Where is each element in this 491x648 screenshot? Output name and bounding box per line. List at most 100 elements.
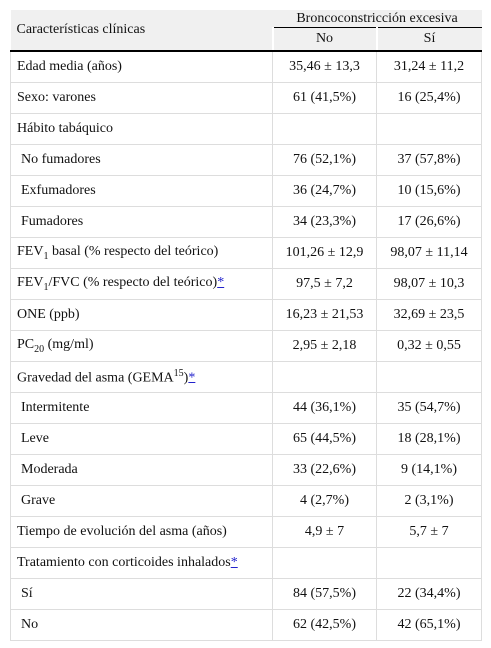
row-label: Moderada: [10, 454, 273, 486]
row-label: No fumadores: [10, 144, 273, 176]
row-label: Gravedad del asma (GEMA15)*: [10, 361, 273, 393]
table-row: Hábito tabáquico: [10, 113, 483, 145]
label-text: FEV: [17, 244, 44, 260]
value-cell: 98,07 ± 10,3: [375, 268, 483, 300]
value-cell: 36 (24,7%): [272, 175, 377, 207]
table-row: Fumadores 34 (23,3%) 17 (26,6%): [10, 206, 483, 238]
label-text: Sí: [21, 586, 33, 601]
value-cell: 65 (44,5%): [272, 423, 377, 455]
label-text: Edad media (años): [17, 59, 122, 74]
row-label: Intermitente: [10, 392, 273, 424]
label-text: Hábito tabáquico: [17, 121, 114, 136]
label-text: Tratamiento con corticoides inhalados: [17, 555, 231, 570]
row-label: Tratamiento con corticoides inhalados*: [10, 547, 273, 579]
value-cell: 2 (3,1%): [375, 485, 483, 517]
label-text: (mg/ml): [44, 337, 94, 353]
value-cell: [375, 113, 483, 145]
value-cell: [272, 547, 377, 579]
value-cell: 34 (23,3%): [272, 206, 377, 238]
value-cell: 33 (22,6%): [272, 454, 377, 486]
row-label: Exfumadores: [10, 175, 273, 207]
value-cell: 9 (14,1%): [375, 454, 483, 486]
row-label: ONE (ppb): [10, 299, 273, 331]
table-row: ONE (ppb) 16,23 ± 21,53 32,69 ± 23,5: [10, 299, 483, 331]
label-text: ONE (ppb): [17, 307, 80, 322]
value-cell: 16,23 ± 21,53: [272, 299, 377, 331]
row-label: FEV1 basal (% respecto del teórico): [10, 237, 273, 269]
label-text: Grave: [21, 493, 56, 508]
label-text: Moderada: [21, 462, 78, 477]
table-row: FEV1/FVC (% respecto del teórico)* 97,5 ±…: [10, 268, 483, 300]
table-row: Tratamiento con corticoides inhalados*: [10, 547, 483, 579]
value-cell: 84 (57,5%): [272, 578, 377, 610]
value-cell: 98,07 ± 11,14: [375, 237, 483, 269]
header-column: Sí: [375, 27, 482, 52]
footnote-link[interactable]: *: [230, 555, 238, 570]
label-text: Fumadores: [21, 214, 84, 229]
value-cell: 42 (65,1%): [375, 609, 483, 641]
value-cell: 61 (41,5%): [272, 82, 377, 114]
table-row: Grave 4 (2,7%) 2 (3,1%): [10, 485, 483, 517]
value-cell: [375, 361, 483, 393]
row-label: Leve: [10, 423, 273, 455]
table-row: Sí 84 (57,5%) 22 (34,4%): [10, 578, 483, 610]
footnote-link[interactable]: *: [188, 370, 196, 386]
value-cell: 101,26 ± 12,9: [272, 237, 377, 269]
label-text: /FVC (% respecto del teórico): [48, 275, 218, 291]
row-label: Fumadores: [10, 206, 273, 238]
value-cell: 16 (25,4%): [375, 82, 483, 114]
value-cell: [375, 547, 483, 579]
table-row: Tiempo de evolución del asma (años) 4,9 ±…: [10, 516, 483, 548]
value-cell: [272, 361, 377, 393]
table-row: No fumadores 76 (52,1%) 37 (57,8%): [10, 144, 483, 176]
table-row: Gravedad del asma (GEMA15)*: [10, 361, 483, 393]
row-label: PC20 (mg/ml): [10, 330, 273, 362]
table-row: Exfumadores 36 (24,7%) 10 (15,6%): [10, 175, 483, 207]
row-label: No: [10, 609, 273, 641]
table-row: Edad media (años) 35,46 ± 13,3 31,24 ± 11,…: [10, 50, 483, 83]
footnote-link[interactable]: *: [217, 275, 225, 291]
table-row: PC20 (mg/ml) 2,95 ± 2,18 0,32 ± 0,55: [10, 330, 483, 362]
label-text: Gravedad del asma (GEMA: [17, 370, 174, 386]
row-label: Sí: [10, 578, 273, 610]
value-cell: 62 (42,5%): [272, 609, 377, 641]
value-cell: 44 (36,1%): [272, 392, 377, 424]
row-label: Edad media (años): [10, 50, 273, 83]
label-text: basal (% respecto del teórico): [48, 244, 219, 260]
value-cell: 32,69 ± 23,5: [375, 299, 483, 331]
value-cell: 37 (57,8%): [375, 144, 483, 176]
table-row: Leve 65 (44,5%) 18 (28,1%): [10, 423, 483, 455]
label-subscript: 20: [34, 343, 45, 355]
value-cell: 97,5 ± 7,2: [272, 268, 377, 300]
label-text: No: [21, 617, 39, 632]
value-cell: 10 (15,6%): [375, 175, 483, 207]
label-subscript: 1: [43, 281, 49, 293]
label-text: Intermitente: [21, 400, 90, 415]
table-row: FEV1 basal (% respecto del teórico) 101,2…: [10, 237, 483, 269]
value-cell: [272, 113, 377, 145]
row-label: FEV1/FVC (% respecto del teórico)*: [10, 268, 273, 300]
table-row: Intermitente 44 (36,1%) 35 (54,7%): [10, 392, 483, 424]
value-cell: 5,7 ± 7: [375, 516, 483, 548]
header-group: Broncoconstricción excesiva: [272, 10, 482, 28]
value-cell: 76 (52,1%): [272, 144, 377, 176]
table-body: Edad media (años) 35,46 ± 13,3 31,24 ± 11,…: [10, 50, 483, 641]
value-cell: 4,9 ± 7: [272, 516, 377, 548]
table-row: Moderada 33 (22,6%) 9 (14,1%): [10, 454, 483, 486]
value-cell: 22 (34,4%): [375, 578, 483, 610]
label-text: ): [183, 370, 189, 386]
label-text: Exfumadores: [21, 183, 96, 198]
label-text: Tiempo de evolución del asma (años): [17, 524, 227, 539]
label-text: PC: [17, 337, 35, 353]
label-text: No fumadores: [21, 152, 101, 167]
table-row: Sexo: varones 61 (41,5%) 16 (25,4%): [10, 82, 483, 114]
data-table: Características clínicas Broncoconstricc…: [10, 10, 483, 641]
label-superscript: 15: [173, 367, 184, 379]
label-text: Leve: [21, 431, 49, 446]
row-label: Sexo: varones: [10, 82, 273, 114]
value-cell: 17 (26,6%): [375, 206, 483, 238]
label-text: Sexo: varones: [17, 90, 96, 105]
value-cell: 0,32 ± 0,55: [375, 330, 483, 362]
value-cell: 35,46 ± 13,3: [272, 50, 377, 83]
